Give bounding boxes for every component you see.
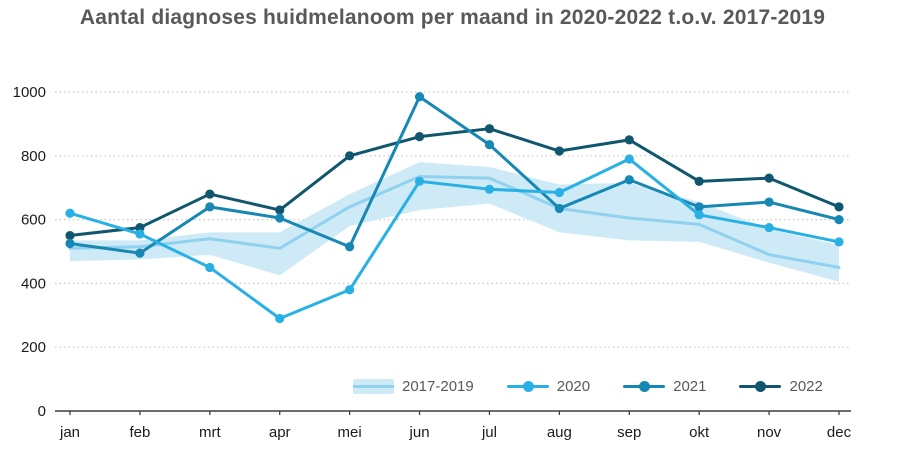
svg-text:400: 400	[21, 275, 46, 292]
svg-text:aug: aug	[547, 424, 572, 441]
svg-text:nov: nov	[757, 424, 782, 441]
svg-text:feb: feb	[129, 424, 150, 441]
svg-text:jan: jan	[59, 424, 80, 441]
svg-text:jul: jul	[481, 424, 497, 441]
svg-text:sep: sep	[617, 424, 641, 441]
legend-label-2022: 2022	[789, 377, 823, 395]
legend-item-band: 2017-2019	[353, 377, 474, 395]
chart-title: Aantal diagnoses huidmelanoom per maand …	[79, 6, 826, 29]
legend-item-2021: 2021	[623, 379, 706, 394]
svg-text:1000: 1000	[13, 84, 46, 101]
svg-text:apr: apr	[269, 424, 291, 441]
svg-text:200: 200	[21, 339, 46, 356]
svg-text:okt: okt	[689, 424, 710, 441]
svg-text:mrt: mrt	[199, 424, 221, 441]
svg-text:dec: dec	[827, 424, 852, 441]
band-midline-icon	[353, 384, 394, 388]
svg-text:800: 800	[21, 148, 46, 165]
chart-legend: 2017-2019 2020 2021 2022	[353, 373, 823, 399]
line-dot-marker-icon	[739, 380, 782, 392]
legend-label-2020: 2020	[556, 377, 591, 395]
svg-text:mei: mei	[338, 424, 362, 441]
band-swatch-icon	[353, 378, 394, 394]
legend-label-band: 2017-2019	[402, 377, 474, 395]
svg-text:jun: jun	[409, 424, 430, 441]
svg-text:600: 600	[21, 212, 46, 229]
legend-item-2022: 2022	[739, 377, 823, 395]
svg-text:0: 0	[38, 403, 46, 420]
legend-item-2020: 2020	[506, 377, 591, 395]
legend-label-2021: 2021	[673, 377, 707, 395]
line-dot-marker-icon	[506, 380, 549, 392]
line-dot-marker-icon	[623, 380, 666, 392]
